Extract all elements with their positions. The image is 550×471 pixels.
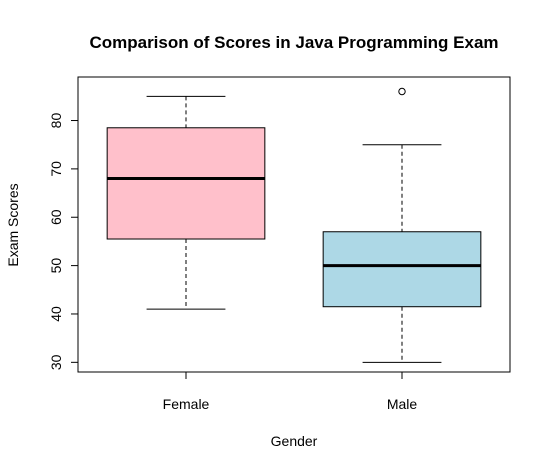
chart-title: Comparison of Scores in Java Programming…: [89, 33, 498, 52]
x-tick-label: Male: [387, 396, 418, 412]
y-axis-label: Exam Scores: [5, 183, 21, 266]
y-tick-label: 70: [48, 161, 64, 177]
iqr-box: [106, 127, 266, 240]
y-tick-label: 40: [48, 306, 64, 322]
x-axis: Female Male: [163, 372, 418, 412]
x-axis-label: Gender: [271, 433, 318, 449]
outlier-point: [398, 87, 406, 96]
box-male: [322, 87, 482, 363]
iqr-box: [322, 231, 482, 308]
y-axis: 30 40 50 60 70 80: [48, 113, 79, 370]
y-tick-label: 80: [48, 113, 64, 129]
y-tick-label: 60: [48, 209, 64, 225]
y-tick-label: 30: [48, 354, 64, 370]
y-tick-label: 50: [48, 258, 64, 274]
boxes-group: [106, 87, 482, 363]
x-tick-label: Female: [163, 396, 210, 412]
box-female: [106, 95, 266, 310]
